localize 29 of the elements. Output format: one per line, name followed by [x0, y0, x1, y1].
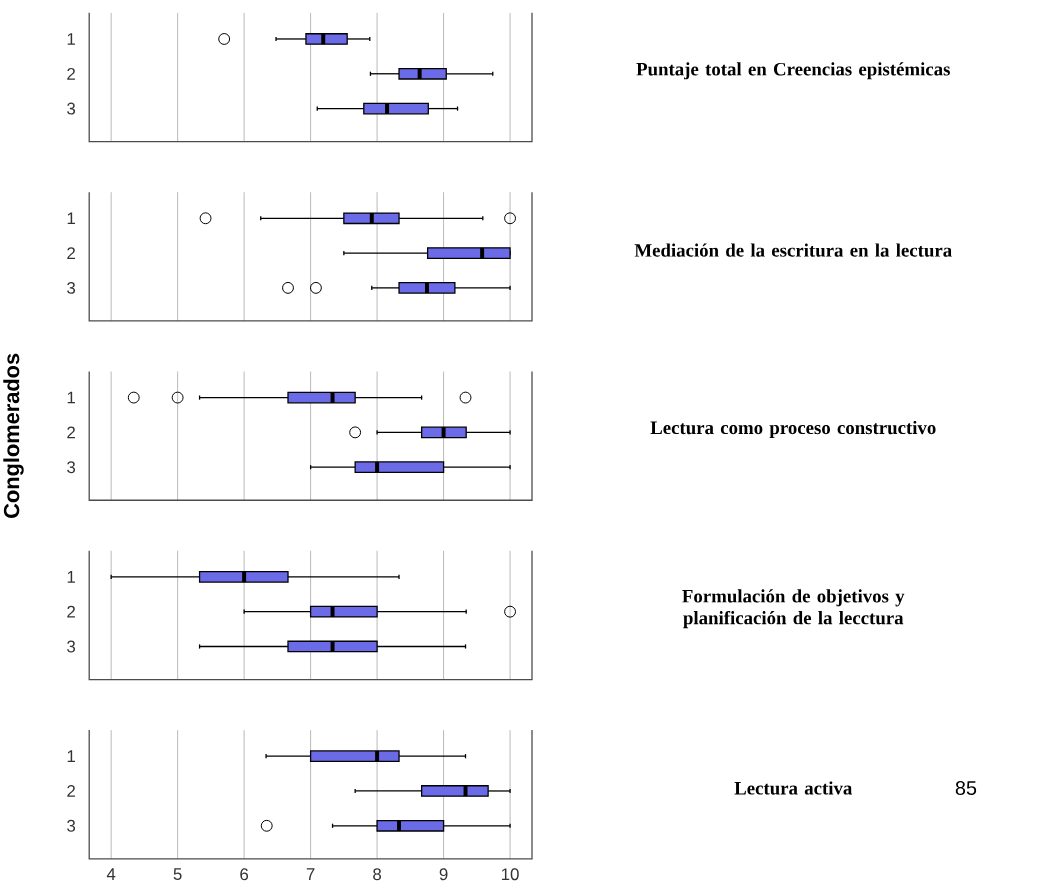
x-tick-label: 7 — [306, 868, 315, 881]
y-tick-label: 3 — [67, 820, 76, 832]
y-tick-label: 1 — [67, 750, 75, 763]
y-tick-label: 3 — [67, 640, 76, 653]
text: Lectura activa — [734, 781, 853, 795]
x-tick-label: 9 — [439, 868, 448, 881]
y-axis-title: Conglomerados — [3, 354, 24, 519]
y-tick-label: 1 — [67, 212, 75, 225]
x-tick-label: 10 — [501, 868, 519, 881]
y-tick-label: 2 — [67, 68, 75, 80]
y-tick-label: 1 — [67, 33, 75, 45]
y-tick-label: 1 — [67, 571, 75, 583]
x-tick-label: 4 — [106, 868, 116, 881]
text: Puntaje total en Creencias epistémicas — [636, 62, 950, 80]
text: Formulación de objetivos y planificación de la lecctura — [682, 589, 905, 629]
y-tick-label: 3 — [67, 461, 76, 474]
text: Mediación de la escritura en la lectura — [634, 243, 952, 257]
y-tick-label: 2 — [67, 426, 75, 439]
x-tick-label: 6 — [240, 868, 249, 881]
x-tick-label: 8 — [373, 868, 382, 881]
y-tick-label: 2 — [67, 785, 75, 798]
y-tick-label: 3 — [67, 102, 76, 115]
text: 85 — [955, 781, 977, 796]
text: Lectura como proceso constructivo — [650, 421, 936, 439]
y-tick-label: 2 — [67, 606, 75, 618]
x-tick-label: 5 — [173, 868, 182, 881]
y-tick-label: 1 — [67, 391, 75, 404]
y-tick-label: 2 — [67, 247, 75, 260]
y-tick-label: 3 — [67, 282, 76, 295]
